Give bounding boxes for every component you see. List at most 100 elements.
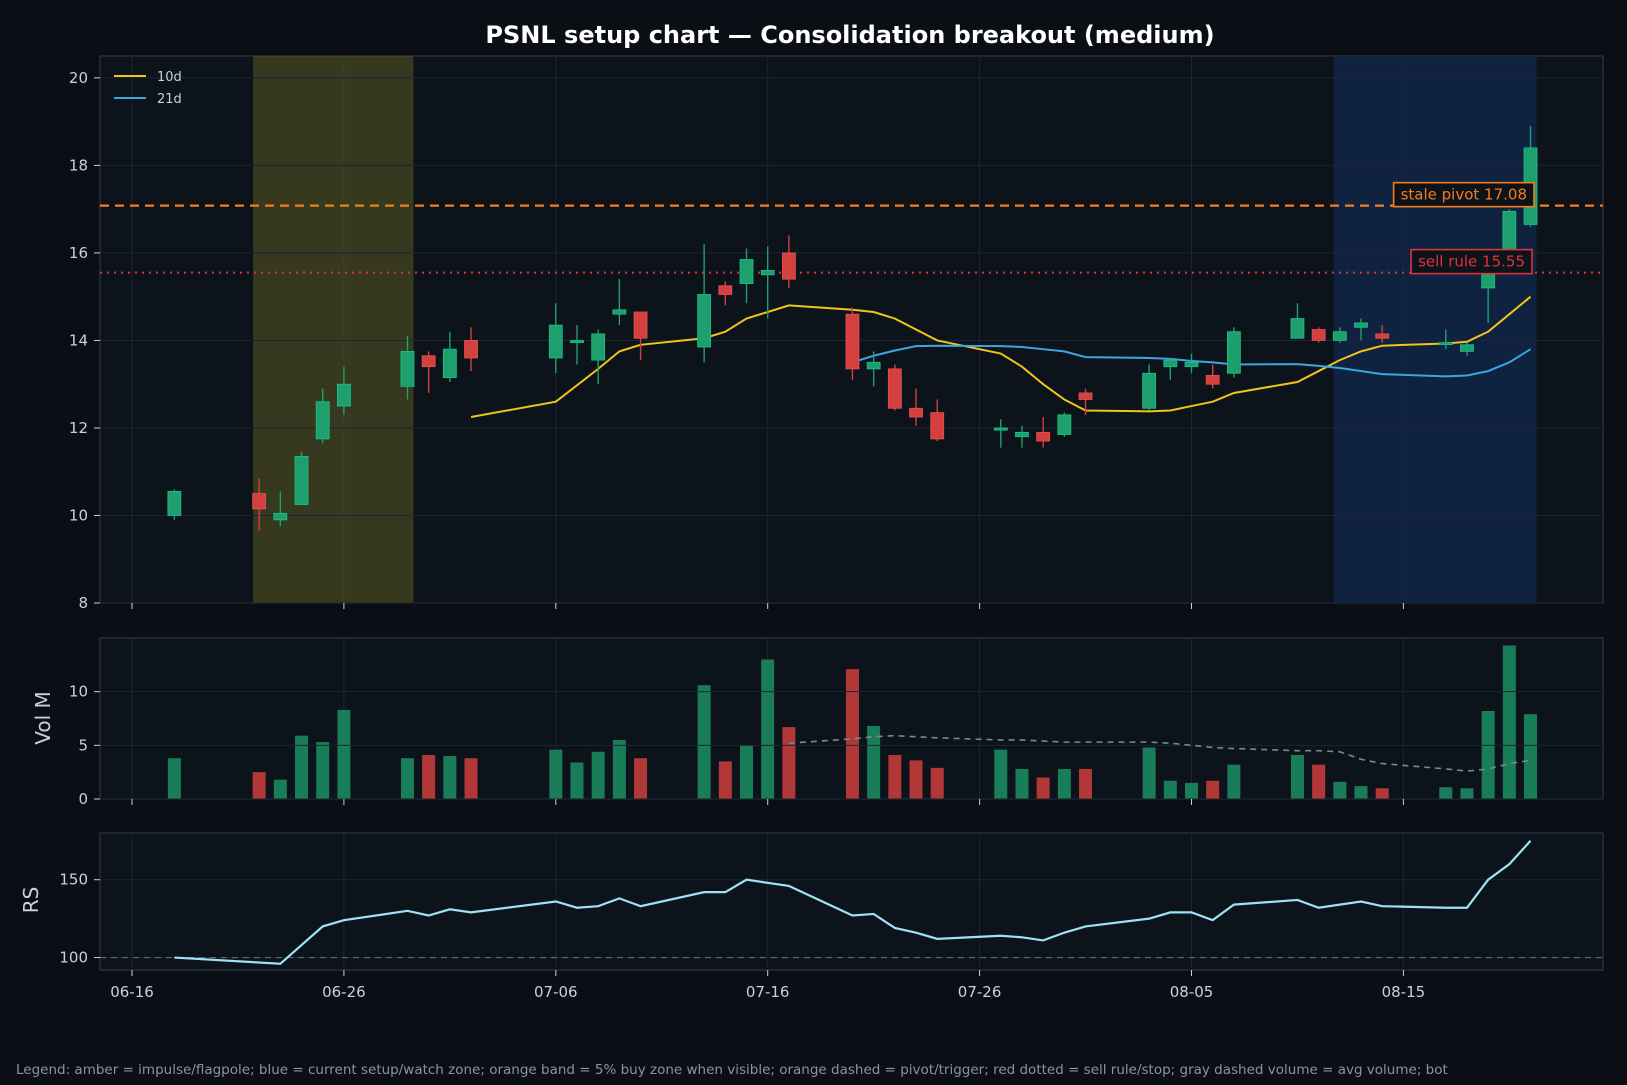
candle-body [548,324,563,359]
volume-bar [337,709,351,799]
volume-bar [1206,780,1220,799]
pivot-label: stale pivot 17.08 [1392,181,1535,208]
volume-bar [782,727,796,799]
volume-bar [591,751,605,799]
volume-bar [1185,782,1198,799]
volume-bar [1312,764,1326,799]
volume-bar [1375,788,1389,799]
volume-bar [1439,787,1453,799]
pivot-label-text: stale pivot 17.08 [1401,186,1527,204]
candle-body [1290,318,1305,339]
volume-bar [697,685,711,799]
volume-bar [1524,714,1538,799]
candle-body [252,493,267,510]
rs-panel: 100 150 [59,832,1604,971]
volume-bar [761,659,775,799]
candle-body [845,313,860,370]
x-tick-label: 07-26 [958,983,1002,1001]
candle-body [273,512,288,521]
candle-body [1078,392,1093,400]
volume-bar [634,758,648,799]
price-tick-label: 10 [69,506,88,524]
candle-body [1142,372,1157,409]
rs-line [174,840,1532,965]
candle-body [1226,331,1241,374]
candle-body [1205,375,1220,385]
candle-body [400,350,415,387]
candle-body [421,355,436,368]
rs-tick-label: 100 [59,949,88,967]
rs-tick-label: 150 [59,871,88,889]
volume-bar [464,758,478,799]
volume-tick-label: 5 [78,736,88,754]
candle-body [294,456,309,505]
volume-axis-label: Vol M [31,691,55,745]
price-tick-label: 18 [69,156,88,174]
candle-body [336,383,351,407]
candle-body [570,340,584,344]
candle-body [612,309,627,315]
volume-bar [740,745,754,799]
candle-body [909,407,923,418]
volume-bar [167,758,181,799]
volume-bar [1142,747,1156,799]
volume-bar [612,739,626,799]
volume-bar [316,742,330,799]
price-panel: 8 10 12 14 16 18 20 stale pivot 17.08 sell rule … [69,55,1604,612]
candle-body [930,412,945,440]
legend-label-21d: 21d [157,92,182,107]
candle-body [633,311,648,339]
volume-panel: 0 5 10 [69,637,1604,808]
volume-bar [1502,645,1516,799]
volume-bar [1079,768,1093,799]
volume-bar [888,754,902,799]
sell-rule-label-text: sell rule 15.55 [1418,253,1525,271]
candle-body [1460,344,1474,352]
candle-body [1375,333,1390,339]
setup-zone [1333,56,1537,603]
volume-bar [718,761,732,799]
candle-body [1332,331,1347,341]
volume-bar [1460,788,1474,799]
footnote: Legend: amber = impulse/flagpole; blue =… [16,1062,1448,1078]
volume-bar [1163,780,1177,799]
candle-body [1481,274,1496,289]
candle-body [315,401,330,440]
volume-bar [845,669,859,799]
volume-bar [1290,754,1304,799]
volume-bar [930,767,944,799]
x-tick-label: 06-26 [322,983,366,1001]
candle-body [718,285,733,295]
volume-bar [570,762,584,799]
volume-tick-label: 0 [78,790,88,808]
price-tick-label: 12 [69,419,88,437]
price-tick-label: 20 [69,69,88,87]
price-tick-label: 16 [69,244,88,262]
volume-tick-label: 10 [69,683,88,701]
volume-bar [1481,710,1495,799]
candle-body [1311,329,1326,341]
price-tick-label: 8 [78,594,88,612]
candle-body [993,427,1008,431]
rs-axis-label: RS [19,887,43,914]
pivot-label-box [1392,181,1535,208]
sell-rule-label-box [1410,248,1533,275]
volume-bar [1354,786,1368,799]
legend-label-10d: 10d [157,70,182,85]
x-tick-label: 08-15 [1382,983,1426,1001]
volume-bar [252,772,266,799]
volume-bar [994,749,1008,799]
candle-body [1163,359,1178,368]
sell-rule-label: sell rule 15.55 [1410,248,1533,275]
candle-body [1354,322,1368,328]
candle-body [167,491,182,516]
candle-body [1015,431,1029,438]
volume-bar [295,735,309,799]
impulse-zone [253,56,414,603]
volume-bar [1036,777,1050,799]
volume-bar [273,779,287,799]
candle-body [866,361,881,370]
volume-bar [1015,768,1029,799]
